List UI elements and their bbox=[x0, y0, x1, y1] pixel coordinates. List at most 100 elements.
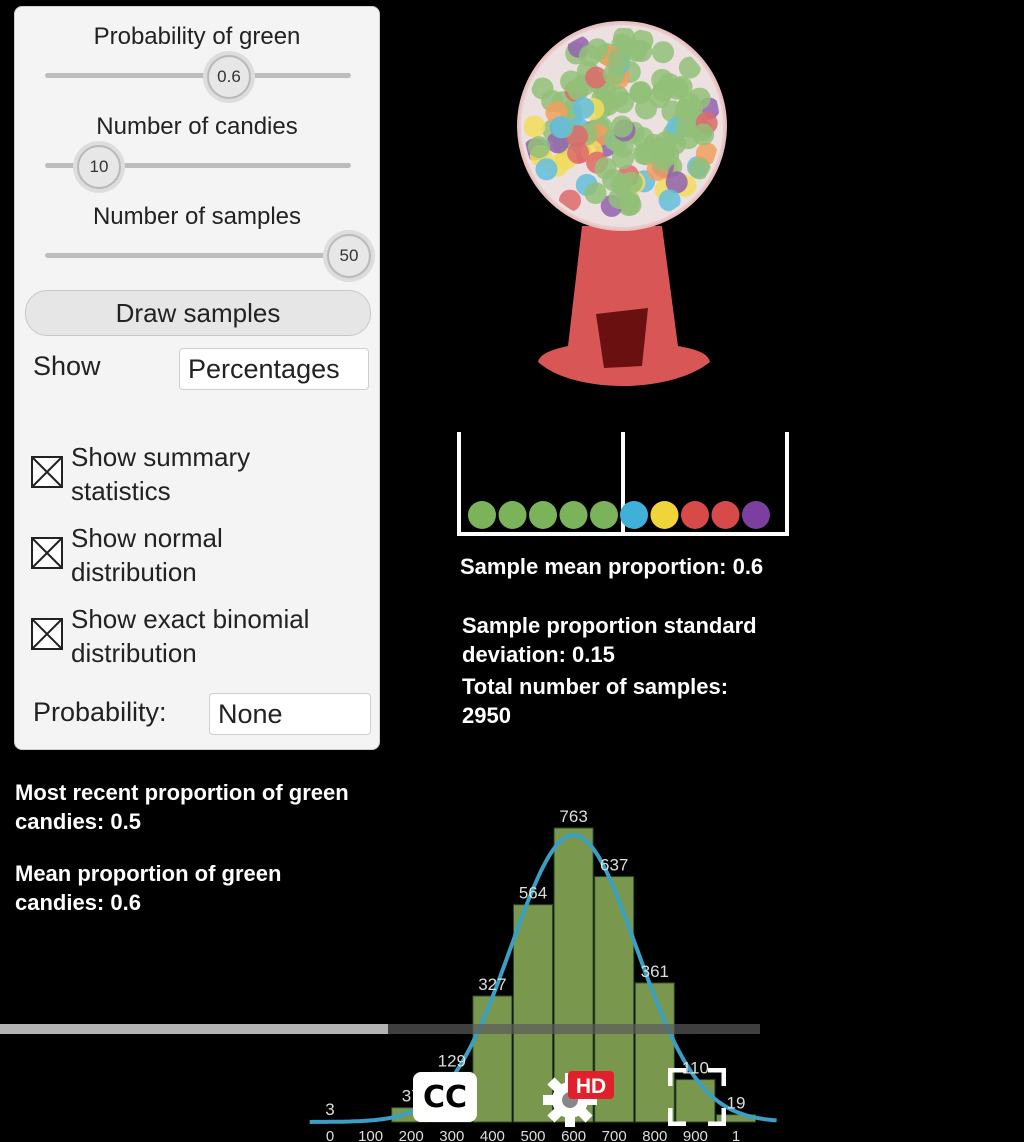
normal-checkbox-label: Show normal distribution bbox=[71, 523, 223, 587]
gumball-machine bbox=[517, 21, 727, 386]
gumball bbox=[611, 147, 634, 170]
normal-checkbox[interactable] bbox=[31, 537, 63, 569]
gumballs bbox=[524, 28, 720, 217]
gumball bbox=[678, 92, 701, 115]
num-candies-slider[interactable] bbox=[45, 163, 351, 168]
tray-candy bbox=[529, 501, 557, 529]
gumball bbox=[652, 41, 674, 64]
show-label: Show bbox=[33, 351, 101, 381]
gumball bbox=[602, 63, 625, 86]
bar-value-label: 110 bbox=[682, 1059, 709, 1078]
bar-value-label: 129 bbox=[438, 1051, 466, 1070]
x-tick-label: 100 bbox=[358, 1128, 383, 1142]
x-tick-label: 400 bbox=[480, 1128, 505, 1142]
gumball bbox=[651, 149, 673, 172]
probability-input[interactable]: None bbox=[209, 693, 371, 735]
gumball bbox=[594, 157, 617, 180]
bar-value-label: 763 bbox=[559, 807, 587, 826]
video-progress-fill bbox=[0, 1024, 388, 1034]
prob-green-slider[interactable] bbox=[45, 73, 351, 78]
tray-candy bbox=[590, 501, 618, 529]
bar-value-label: 19 bbox=[727, 1094, 746, 1113]
prob-green-knob[interactable]: 0.6 bbox=[207, 55, 251, 99]
gumball bbox=[531, 77, 554, 100]
x-tick-label: 300 bbox=[439, 1128, 464, 1142]
video-progress-track[interactable] bbox=[0, 1024, 760, 1034]
x-tick-label: 700 bbox=[602, 1128, 627, 1142]
x-tick-label: 500 bbox=[520, 1128, 545, 1142]
num-samples-slider[interactable] bbox=[45, 253, 351, 258]
bar-value-label: 637 bbox=[600, 856, 628, 875]
summary-checkbox-label: Show summary statistics bbox=[71, 442, 251, 506]
tray-candy bbox=[498, 501, 527, 529]
tray-candy bbox=[620, 501, 648, 529]
x-tick-label: 600 bbox=[561, 1128, 586, 1142]
recent-proportion-text: Most recent proportion of green candies: … bbox=[15, 780, 349, 834]
settings-gear-icon[interactable]: HD bbox=[540, 1068, 616, 1128]
gumball bbox=[688, 157, 711, 180]
gumball bbox=[635, 97, 658, 120]
x-tick-label: 0 bbox=[326, 1128, 334, 1142]
gumball bbox=[585, 66, 608, 89]
gumball bbox=[608, 187, 631, 210]
tray-candy bbox=[711, 501, 740, 529]
gumball bbox=[670, 76, 693, 98]
gumball bbox=[678, 56, 701, 79]
gumball bbox=[572, 97, 595, 119]
x-tick-label: 1 bbox=[732, 1128, 740, 1142]
hd-badge: HD bbox=[576, 1075, 606, 1098]
mean-proportion-text: Mean proportion of green candies: 0.6 bbox=[15, 861, 282, 915]
gumball bbox=[632, 142, 655, 165]
tray-candy bbox=[559, 501, 588, 529]
num-candies-knob[interactable]: 10 bbox=[77, 145, 121, 189]
show-select[interactable]: Percentages bbox=[179, 348, 369, 390]
sample-mean-text: Sample mean proportion: 0.6 bbox=[460, 554, 764, 579]
histogram-bar bbox=[634, 982, 675, 1123]
histogram-bar bbox=[675, 1079, 716, 1123]
binomial-checkbox-label: Show exact binomial distribution bbox=[71, 604, 310, 668]
sample-sd-text: Sample proportion standard deviation: 0.1… bbox=[462, 613, 757, 667]
x-tick-label: 800 bbox=[642, 1128, 667, 1142]
probability-label: Probability: bbox=[33, 697, 167, 727]
gumball bbox=[658, 189, 681, 212]
machine-base bbox=[538, 226, 710, 386]
gumball bbox=[584, 182, 607, 205]
gumball bbox=[549, 116, 572, 139]
sample-tray bbox=[457, 432, 789, 536]
fullscreen-icon[interactable] bbox=[668, 1068, 726, 1126]
gumball bbox=[612, 91, 635, 114]
binomial-checkbox[interactable] bbox=[31, 618, 63, 650]
x-tick-label: 900 bbox=[683, 1128, 708, 1142]
gumball bbox=[665, 171, 688, 194]
num-samples-label: Number of samples bbox=[92, 203, 302, 230]
total-samples-text: Total number of samples: 2950 bbox=[462, 674, 729, 728]
tray-candy bbox=[681, 501, 709, 529]
bar-value-label: 327 bbox=[478, 975, 506, 994]
captions-button[interactable]: CC bbox=[413, 1072, 477, 1122]
gumball bbox=[629, 81, 652, 103]
control-panel: Probability of green 0.6 Number of candi… bbox=[14, 6, 380, 750]
draw-samples-button[interactable]: Draw samples bbox=[25, 290, 371, 336]
num-samples-knob[interactable]: 50 bbox=[327, 234, 371, 278]
gumball bbox=[528, 136, 550, 159]
gumball bbox=[586, 38, 609, 61]
gumball bbox=[524, 115, 546, 138]
num-candies-label: Number of candies bbox=[96, 113, 298, 140]
summary-checkbox[interactable] bbox=[31, 456, 63, 488]
gumball bbox=[535, 158, 558, 181]
gumball bbox=[652, 80, 675, 103]
tray-candy bbox=[650, 501, 679, 529]
gumball bbox=[610, 115, 633, 138]
tray-candy bbox=[468, 501, 496, 529]
gumball bbox=[567, 141, 590, 164]
tray-candy bbox=[742, 501, 770, 529]
bar-value-label: 361 bbox=[641, 962, 669, 981]
x-tick-label: 200 bbox=[399, 1128, 424, 1142]
candy-chute bbox=[596, 308, 648, 368]
normal-curve bbox=[309, 832, 777, 1124]
prob-green-label: Probability of green bbox=[93, 23, 301, 50]
bar-value-label: 3 bbox=[325, 1100, 334, 1119]
gumball bbox=[625, 39, 648, 62]
gumball bbox=[620, 171, 643, 194]
